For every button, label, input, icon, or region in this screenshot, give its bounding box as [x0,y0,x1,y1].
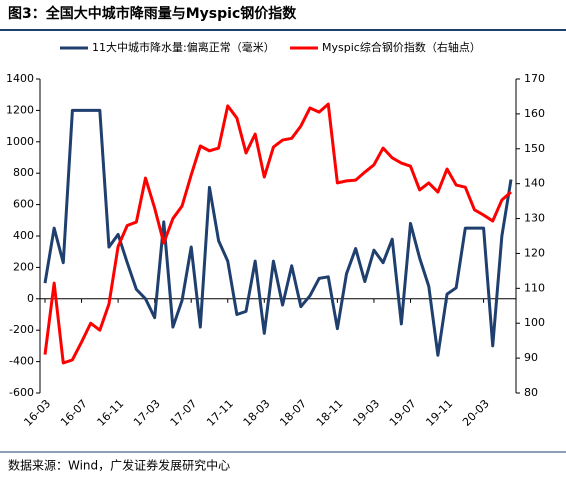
x-tick-label: 17-03 [131,397,163,429]
x-tick-label: 18-03 [241,397,273,429]
y2-tick-label: 90 [524,351,538,364]
y-tick-label: 600 [13,198,34,211]
legend-label: 11大中城市降水量:偏离正常（毫米） [92,40,275,54]
y2-tick-label: 140 [524,177,545,190]
y2-tick-label: 110 [524,281,545,294]
y-tick-label: 0 [27,292,34,305]
legend-label: Myspic综合钢价指数（右轴点） [322,40,481,54]
y-tick-label: 400 [13,229,34,242]
x-tick-label: 16-03 [21,397,53,429]
series-line [43,108,513,357]
y2-tick-label: 170 [524,72,545,85]
x-tick-label: 17-07 [168,397,200,429]
source: 数据来源：Wind，广发证券发展研究中心 [8,458,230,473]
y-tick-label: 800 [13,166,34,179]
y2-tick-label: 80 [524,386,538,399]
series-line [43,102,512,365]
chart-title: 图3：全国大中城市降雨量与Myspic钢价指数 [8,5,297,22]
y-tick-label: 1400 [6,72,34,85]
y2-tick-label: 160 [524,107,545,120]
y2-tick-label: 130 [524,212,545,225]
x-tick-label: 16-11 [95,397,127,429]
x-tick-label: 17-11 [204,397,236,429]
y2-tick-label: 100 [524,316,545,329]
x-tick-label: 20-03 [460,397,492,429]
y-tick-label: -400 [9,355,34,368]
y2-tick-label: 150 [524,142,545,155]
y-tick-label: -200 [9,323,34,336]
x-tick-label: 18-07 [277,397,309,429]
x-tick-label: 19-03 [350,397,382,429]
x-tick-label: 19-07 [387,397,419,429]
x-tick-label: 18-11 [314,397,346,429]
y2-tick-label: 120 [524,246,545,259]
y-tick-label: 200 [13,260,34,273]
y-tick-label: 1000 [6,135,34,148]
y-tick-label: 1200 [6,103,34,116]
x-tick-label: 19-11 [423,397,455,429]
x-tick-label: 16-07 [58,397,90,429]
y-tick-label: -600 [9,386,34,399]
